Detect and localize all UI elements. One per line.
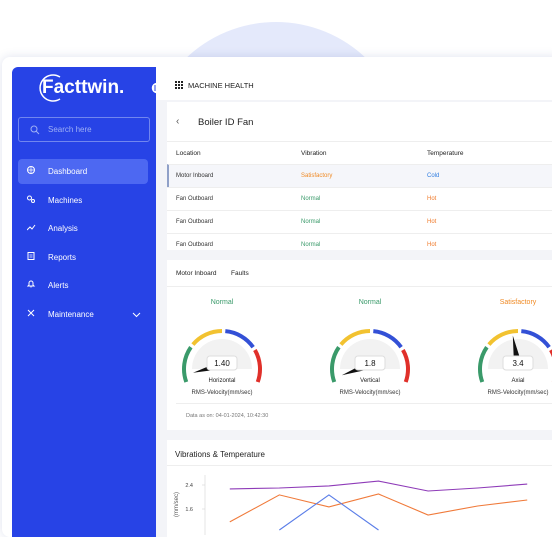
table-row[interactable] — [167, 233, 552, 257]
divider — [167, 465, 552, 466]
nav-icon — [27, 224, 36, 231]
gauge-arc — [339, 329, 371, 346]
tab[interactable]: Motor Inboard — [176, 270, 217, 277]
table-cell: Fan Outboard — [176, 196, 214, 202]
nav-icon — [27, 309, 35, 317]
table-cell: Normal — [301, 219, 321, 225]
column-header: Vibration — [301, 150, 327, 157]
search-icon — [30, 125, 40, 135]
gauge-arc — [487, 329, 519, 346]
nav-item[interactable]: Reports — [18, 245, 148, 270]
y-tick-label: 1.6 — [185, 507, 193, 513]
machine-title: Boiler ID Fan — [198, 117, 254, 128]
table-cell: Motor Inboard — [176, 173, 214, 179]
series-line — [229, 493, 528, 523]
line-chart: (mm/sec) 1.6 2.4 — [174, 475, 528, 535]
gauge-arc — [330, 346, 341, 383]
gauge-unit: RMS-Velocity(mm/sec) — [191, 390, 252, 396]
column-header: Location — [176, 150, 201, 157]
nav-icon — [27, 251, 35, 260]
y-tick-label: 2.4 — [185, 483, 193, 489]
nav-label: Reports — [48, 252, 77, 262]
nav-icon — [27, 280, 36, 288]
gauge-value: 1.40 — [214, 359, 230, 368]
grid-icon — [175, 81, 183, 89]
page: Facttwin. Search here Dashboard Machines A… — [12, 22, 552, 537]
table-cell: Cold — [427, 173, 440, 179]
gauge-axis: Vertical — [360, 378, 380, 384]
gauge-status: Normal — [211, 299, 234, 306]
table-cell: Hot — [427, 196, 437, 202]
gauge-arc — [373, 329, 403, 349]
topbar: MACHINE HEALTH — [156, 67, 552, 100]
tab[interactable]: Faults — [231, 270, 249, 277]
gauge-arc — [225, 329, 255, 349]
gauge-arc — [253, 349, 262, 383]
gauge-arc — [401, 349, 410, 383]
gauge-value-box — [354, 355, 386, 371]
y-axis-label: (mm/sec) — [174, 492, 180, 517]
table-cell: Hot — [427, 219, 437, 225]
gauge-axis: Axial — [511, 378, 524, 384]
nav-label: Maintenance — [48, 310, 94, 319]
nav-item[interactable]: Dashboard — [18, 159, 148, 184]
table-cell: Satisfactory — [301, 173, 333, 179]
table-row[interactable] — [167, 210, 552, 234]
table-cell: Fan Outboard — [176, 242, 214, 248]
gauge-value-box — [502, 355, 534, 371]
gauge-axis: Horizontal — [208, 378, 235, 384]
gauge-value-box — [206, 355, 238, 371]
logo-ring — [39, 74, 61, 102]
series-line — [279, 494, 379, 531]
nav-label: Analysis — [48, 224, 78, 234]
gauge-arc — [478, 346, 489, 383]
gauge-status: Normal — [359, 299, 382, 306]
nav-item[interactable]: Machines — [18, 188, 148, 213]
data-timestamp: Data as on: 04-01-2024, 10:42:30 — [186, 413, 269, 419]
table-row[interactable] — [167, 164, 552, 187]
topbar-title: MACHINE HEALTH — [188, 81, 254, 90]
table-row[interactable] — [167, 187, 552, 211]
status-table: Location Vibration Temperature Motor Inboar… — [167, 141, 552, 251]
nav-item[interactable]: Analysis — [18, 216, 148, 241]
gauge-arc — [191, 329, 223, 346]
gauge-status: Satisfactory — [500, 299, 537, 306]
divider — [176, 403, 552, 404]
gauge-arc — [521, 329, 551, 349]
gauge-unit: RMS-Velocity(mm/sec) — [339, 390, 400, 396]
column-header: Temperature — [427, 150, 464, 157]
table-cell: Normal — [301, 242, 321, 248]
app-window: Facttwin. Search here Dashboard Machines A… — [2, 57, 552, 537]
nav-item[interactable]: Alerts — [18, 273, 148, 298]
gauge-value: 1.8 — [364, 359, 376, 368]
gauge-unit: RMS-Velocity(mm/sec) — [487, 390, 548, 396]
gauge-value: 3.4 — [512, 359, 524, 368]
divider — [167, 286, 552, 287]
search-placeholder: Search here — [48, 125, 92, 134]
back-button[interactable]: ‹ — [176, 116, 180, 127]
nav-label: Dashboard — [48, 167, 88, 176]
table-rule — [167, 141, 552, 142]
table-cell: Hot — [427, 242, 437, 248]
table-cell: Fan Outboard — [176, 219, 214, 225]
main: MACHINE HEALTH ‹ Boiler ID Fan Location V… — [156, 67, 552, 537]
nav-item[interactable]: Maintenance — [18, 302, 148, 327]
nav-icon — [27, 166, 35, 174]
gauge-arc — [182, 346, 193, 383]
chart-title: Vibrations & Temperature — [175, 450, 265, 459]
nav-label: Alerts — [48, 281, 69, 291]
chevron — [132, 312, 141, 318]
nav-label: Machines — [48, 195, 83, 205]
machine-card: ‹ Boiler ID Fan Location Vibration Tempera… — [167, 102, 552, 250]
table-cell: Normal — [301, 196, 321, 202]
gauge-card: Motor Inboard Faults Normal 1.40 Horizontal… — [167, 260, 552, 430]
sidebar: Facttwin. Search here Dashboard Machines A… — [12, 67, 156, 537]
series-line — [229, 480, 528, 492]
chart-card: Vibrations & Temperature (mm/sec) 1.6 2.4 — [167, 440, 552, 537]
logo: Facttwin. — [42, 77, 125, 98]
gauges: Normal 1.40 Horizontal RMS-Velocity(mm/sec)… — [182, 299, 552, 396]
search-box[interactable]: Search here — [18, 117, 150, 142]
nav-icon — [27, 195, 35, 203]
